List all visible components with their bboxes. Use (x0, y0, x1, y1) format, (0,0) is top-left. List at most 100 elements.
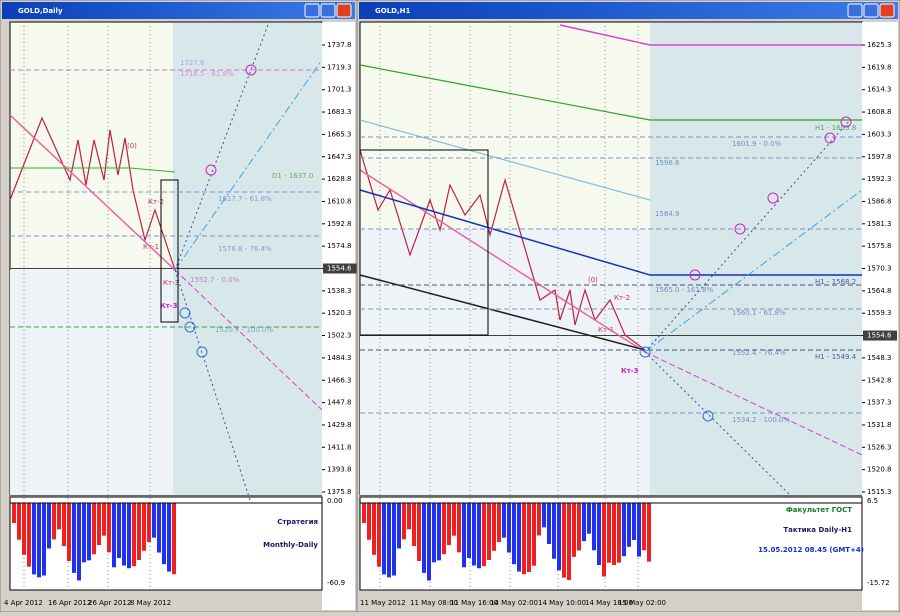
price-label: 1554.6 (867, 332, 892, 340)
annotation: 1596.6 (655, 159, 680, 167)
histogram-bar (537, 503, 541, 536)
line (10, 167, 176, 173)
histogram-bar (422, 503, 426, 573)
histogram-bar (172, 503, 176, 575)
price-label: 1447.8 (327, 399, 352, 407)
histogram-bar (592, 503, 596, 551)
caption: Факультет ГОСТ (786, 506, 852, 514)
time-label: 4 Apr 2012 (4, 599, 43, 607)
maximize-button[interactable] (320, 3, 336, 18)
histogram-bar (487, 503, 491, 560)
price-label: 1592.3 (867, 175, 892, 183)
histogram-bar (52, 503, 56, 540)
histogram-bar (377, 503, 381, 567)
minimize-button[interactable] (847, 3, 863, 18)
maximize-button[interactable] (863, 3, 879, 18)
price-label: 1592.8 (327, 220, 352, 228)
price-label: 1537.3 (867, 399, 892, 407)
histogram-bar (602, 503, 606, 577)
line (644, 189, 863, 353)
line (359, 119, 651, 201)
fibo-circle (245, 64, 257, 76)
histogram-bar (87, 503, 91, 561)
histogram-bar (362, 503, 366, 523)
fibo-circle (840, 116, 852, 128)
line (359, 64, 862, 121)
close-button[interactable] (336, 3, 352, 18)
price-label: 1737.8 (327, 41, 352, 49)
histogram-bar (117, 503, 121, 559)
histogram-bar (47, 503, 51, 549)
line (359, 169, 646, 353)
annotation: (0) (588, 276, 598, 284)
axis-bg (322, 22, 355, 610)
price-label: 1581.3 (867, 220, 892, 228)
annotation: 1552.4 - 76.4% (732, 349, 786, 357)
window-title: GOLD,H1 (375, 7, 410, 15)
price-label: 1520.8 (867, 466, 892, 474)
window-title: GOLD,Daily (18, 7, 63, 15)
price-label: 1564.8 (867, 287, 892, 295)
time-label: 14 May 18:00 (585, 599, 633, 607)
histogram-bar (477, 503, 481, 569)
histogram-bar (57, 503, 61, 530)
annotation: 1565.0 - 161.8% (655, 286, 714, 294)
annotation: Кт-2 (614, 294, 630, 302)
close-button[interactable] (879, 3, 895, 18)
price-label: 1429.8 (327, 421, 352, 429)
histogram-bar (437, 503, 441, 561)
histogram-bar (17, 503, 21, 540)
histogram-bar (447, 503, 451, 546)
line (644, 119, 851, 353)
histogram-bar (452, 503, 456, 536)
fibo-circle (767, 192, 779, 204)
indicator-label: -60.9 (327, 579, 345, 587)
time-label: 11 May 16:00 (450, 599, 498, 607)
histogram-bar (517, 503, 521, 572)
minimize-button[interactable] (304, 3, 320, 18)
histogram-bar (162, 503, 166, 565)
price-label: 1542.8 (867, 376, 892, 384)
price-label: 1614.3 (867, 86, 892, 94)
histogram-bar (647, 503, 651, 562)
price-label: 1548.3 (867, 354, 892, 362)
annotation: Кт-3 (163, 279, 179, 287)
price-label: 1484.3 (327, 354, 352, 362)
histogram-bar (137, 503, 141, 560)
histogram-bar (522, 503, 526, 575)
fibo-circle (702, 410, 714, 422)
price-label: 1531.8 (867, 421, 892, 429)
title-bar (2, 2, 355, 19)
histogram-bar (497, 503, 501, 543)
annotation: H1 - 1568.2 (815, 278, 856, 286)
price-label: 1665.3 (327, 130, 352, 138)
annotation: 1727.6 (180, 59, 205, 67)
histogram-bar (597, 503, 601, 566)
histogram-bar (457, 503, 461, 553)
histogram-bar (402, 503, 406, 540)
price-label: 1515.3 (867, 488, 892, 496)
price-marker (323, 263, 357, 274)
histogram-bar (147, 503, 151, 543)
price-label: 1719.3 (327, 63, 352, 71)
histogram-bar (62, 503, 66, 547)
annotation: 1617.7 - 61.8% (218, 195, 272, 203)
histogram-bar (617, 503, 621, 563)
price-label: 1608.8 (867, 108, 892, 116)
price-label: 1628.8 (327, 175, 352, 183)
annotation: D1 - 1637.0 (272, 172, 313, 180)
histogram-bar (382, 503, 386, 575)
histogram-bar (557, 503, 561, 571)
line (359, 149, 646, 351)
price-label: 1466.3 (327, 376, 352, 384)
price-label: 1701.3 (327, 86, 352, 94)
histogram-bar (42, 503, 46, 576)
histogram-bar (37, 503, 41, 578)
histogram-bar (67, 503, 71, 562)
histogram-bar (142, 503, 146, 551)
annotation: Кт-3 (621, 367, 639, 375)
caption: 15.05.2012 08.45 (GMT+4) (758, 546, 864, 554)
histogram-bar (512, 503, 516, 565)
caption: Стратегия (277, 518, 318, 526)
